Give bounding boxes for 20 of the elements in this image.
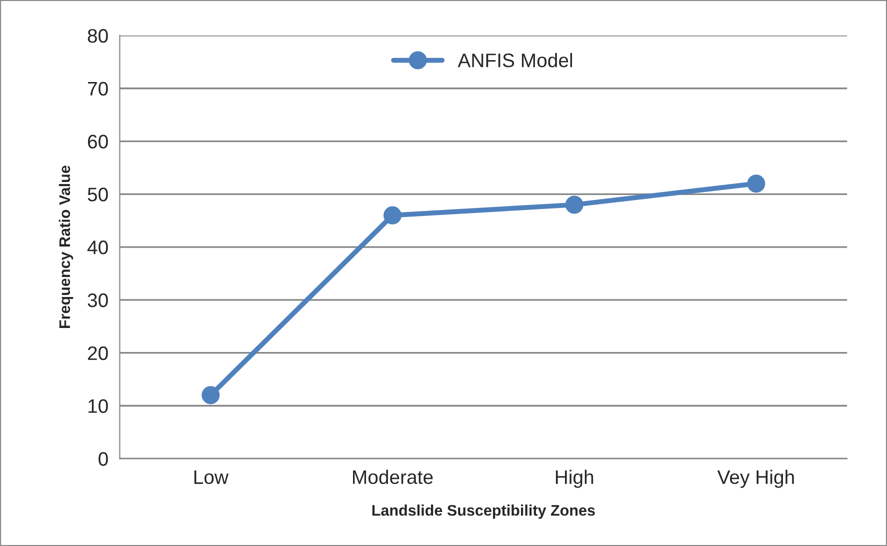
point: [202, 386, 220, 404]
legend-label: ANFIS Model: [458, 52, 572, 68]
point: [565, 196, 584, 214]
x-tick-label: High: [556, 470, 594, 488]
y-tick-label: 70: [88, 82, 108, 96]
x-tick-label: Moderate: [353, 470, 433, 484]
y-tick-label: 40: [87, 240, 108, 254]
x-tick-label: Low: [194, 470, 229, 484]
y-tick-label: 30: [88, 293, 108, 308]
x-axis-title: Landslide Susceptibility Zones: [372, 504, 595, 519]
point: [747, 174, 766, 193]
y-tick-label: 50: [88, 188, 108, 202]
point: [383, 206, 402, 224]
y-tick-label: 60: [88, 134, 108, 149]
y-tick-label: 0: [98, 452, 108, 466]
y-tick-label: 20: [88, 346, 108, 360]
y-axis-title: Frequency Ratio Value: [58, 166, 74, 328]
y-tick-label: 80: [88, 28, 108, 43]
x-tick-label: Vey High: [717, 470, 794, 488]
y-tick-label: 10: [88, 399, 108, 413]
